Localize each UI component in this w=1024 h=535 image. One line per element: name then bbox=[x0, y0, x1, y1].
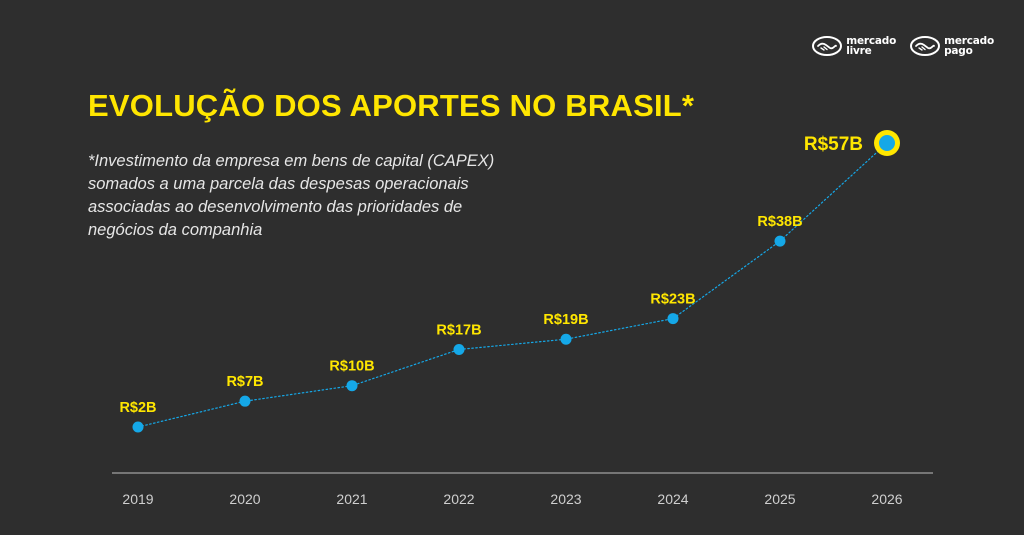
data-point bbox=[346, 380, 358, 392]
x-tick-label: 2021 bbox=[336, 491, 367, 507]
series-line bbox=[137, 142, 888, 428]
data-label: R$57B bbox=[804, 134, 863, 155]
x-tick-label: 2022 bbox=[443, 491, 474, 507]
data-point bbox=[239, 395, 251, 407]
data-label: R$2B bbox=[119, 400, 156, 416]
logo-line1: mercado bbox=[944, 35, 994, 47]
logo-line1: mercado bbox=[846, 35, 897, 47]
chart-subtitle: *Investimento da empresa em bens de capi… bbox=[88, 152, 495, 239]
logo-line2: livre bbox=[846, 45, 872, 57]
data-label: R$10B bbox=[329, 359, 374, 375]
data-point bbox=[774, 235, 786, 247]
handshake-icon bbox=[910, 36, 941, 56]
data-point bbox=[453, 344, 465, 356]
data-label: R$7B bbox=[226, 374, 263, 390]
x-tick-label: 2023 bbox=[550, 491, 581, 507]
chart-title: EVOLUÇÃO DOS APORTES NO BRASIL* bbox=[88, 88, 695, 123]
x-tick-label: 2025 bbox=[764, 491, 795, 507]
data-point bbox=[560, 333, 572, 345]
logo-line2: pago bbox=[944, 45, 973, 57]
handshake-icon bbox=[812, 36, 843, 56]
data-point bbox=[667, 313, 679, 325]
data-label: R$19B bbox=[543, 312, 588, 328]
data-label: R$38B bbox=[757, 214, 802, 230]
data-point bbox=[879, 135, 895, 151]
data-label: R$17B bbox=[436, 323, 481, 339]
mercado-livre-logo: mercado livre bbox=[812, 36, 896, 56]
mercado-pago-logo: mercado pago bbox=[910, 36, 994, 56]
x-tick-label: 2026 bbox=[871, 491, 902, 507]
x-tick-label: 2019 bbox=[122, 491, 153, 507]
x-tick-label: 2024 bbox=[657, 491, 688, 507]
data-label: R$23B bbox=[650, 292, 695, 308]
brand-logos: mercado livre mercado pago bbox=[812, 36, 994, 56]
data-point bbox=[132, 421, 144, 433]
x-tick-label: 2020 bbox=[229, 491, 260, 507]
